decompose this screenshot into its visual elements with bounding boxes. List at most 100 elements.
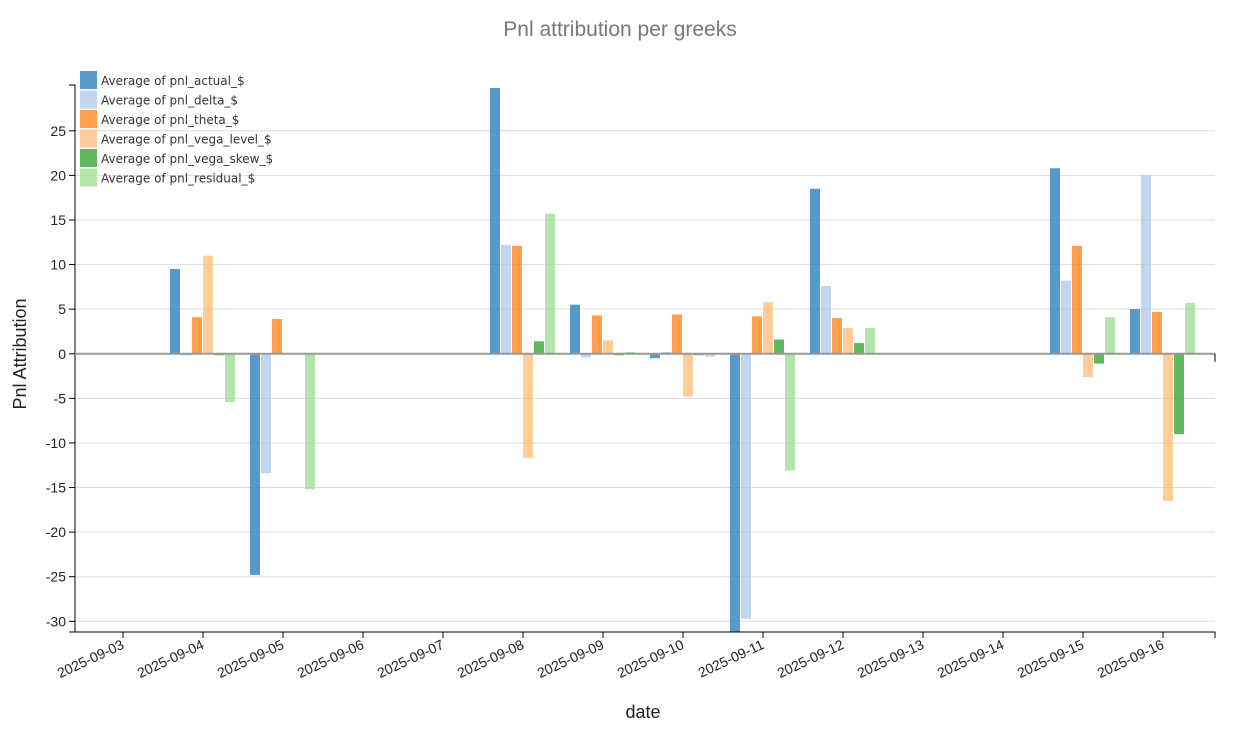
x-tick-label-group: 2025-09-11 <box>696 636 767 680</box>
x-tick-label-group: 2025-09-14 <box>935 636 1007 681</box>
bars <box>90 88 1195 632</box>
x-tick-label: 2025-09-14 <box>935 636 1007 681</box>
x-axis-label: date <box>625 702 660 722</box>
y-tick-label-group: 25 <box>50 123 66 139</box>
bar <box>305 353 315 490</box>
bar <box>570 304 580 354</box>
bar <box>534 341 544 354</box>
y-tick-label-group: -15 <box>46 480 66 496</box>
y-tick-label-group: -5 <box>54 390 67 406</box>
bar <box>650 353 660 359</box>
legend-swatch <box>80 90 97 109</box>
x-tick-label-group: 2025-09-03 <box>55 636 127 681</box>
legend-swatch <box>80 71 97 89</box>
bar <box>832 318 842 354</box>
gridlines <box>75 130 1215 622</box>
legend-label: Average of pnl_vega_skew_$ <box>101 152 273 166</box>
x-tick-label-group: 2025-09-05 <box>215 636 287 681</box>
bar <box>490 88 500 354</box>
y-tick-label: -5 <box>54 390 67 406</box>
y-tick-label-group: 20 <box>50 167 66 183</box>
x-tick-label: 2025-09-04 <box>135 636 207 681</box>
x-tick-label: 2025-09-12 <box>775 636 847 681</box>
legend-label: Average of pnl_delta_$ <box>101 94 238 108</box>
bar <box>1061 280 1071 354</box>
y-tick-label-group: 0 <box>58 346 66 362</box>
x-tick-label: 2025-09-08 <box>455 636 527 681</box>
bar <box>843 327 853 354</box>
legend-label: Average of pnl_actual_$ <box>101 74 245 88</box>
bar <box>683 353 693 397</box>
bar <box>1163 353 1173 501</box>
y-tick-label: 25 <box>50 123 66 139</box>
x-tick-label-group: 2025-09-08 <box>455 636 527 681</box>
bar <box>730 353 740 632</box>
y-tick-label-group: -10 <box>46 435 66 451</box>
bar <box>512 245 522 354</box>
y-tick-label: -15 <box>46 480 66 496</box>
bar <box>250 353 260 575</box>
bar <box>581 353 591 358</box>
bar <box>225 353 235 402</box>
y-tick-label: 10 <box>50 257 66 273</box>
x-tick-label: 2025-09-15 <box>1015 636 1087 681</box>
y-tick-label-group: 10 <box>50 257 66 273</box>
y-tick-label: -10 <box>46 435 66 451</box>
x-tick-label-group: 2025-09-10 <box>615 636 687 681</box>
bar <box>501 244 511 354</box>
y-axis: -30 -25 -20 -15 -10 -5 0 5 10 15 20 25 <box>46 84 76 633</box>
x-tick-label-group: 2025-09-04 <box>135 636 207 681</box>
legend-swatch <box>80 129 97 148</box>
legend-swatch <box>80 110 97 128</box>
x-tick-label-group: 2025-09-13 <box>855 636 927 681</box>
legend-swatch <box>80 149 97 167</box>
y-tick-label: 20 <box>50 167 66 183</box>
y-tick-label-group: 15 <box>50 212 66 228</box>
x-tick-label: 2025-09-16 <box>1095 636 1167 681</box>
x-tick-label-group: 2025-09-09 <box>535 636 607 681</box>
bar <box>810 188 820 354</box>
y-tick-label-group: -30 <box>46 613 66 629</box>
x-tick-label: 2025-09-09 <box>535 636 607 681</box>
bar <box>1105 317 1115 354</box>
bar <box>192 317 202 354</box>
bar <box>763 302 773 354</box>
bar <box>752 316 762 354</box>
y-axis-line <box>69 84 76 633</box>
x-tick-label: 2025-09-11 <box>696 636 767 680</box>
y-tick-label: -25 <box>46 569 66 585</box>
bar <box>741 353 751 619</box>
x-tick-label: 2025-09-10 <box>615 636 687 681</box>
legend-swatch <box>80 168 97 187</box>
bar <box>545 213 555 354</box>
y-tick-label: 15 <box>50 212 66 228</box>
bar <box>1152 311 1162 354</box>
x-tick-label-group: 2025-09-15 <box>1015 636 1087 681</box>
x-tick-label-group: 2025-09-12 <box>775 636 847 681</box>
y-tick-label-group: -25 <box>46 569 66 585</box>
y-tick-label: 0 <box>58 346 66 362</box>
bar <box>1174 353 1184 435</box>
x-tick-label-group: 2025-09-07 <box>375 636 447 681</box>
x-tick-label: 2025-09-13 <box>855 636 927 681</box>
x-tick-label: 2025-09-07 <box>375 636 447 681</box>
y-tick-label-group: 5 <box>58 301 66 317</box>
legend: Average of pnl_actual_$ Average of pnl_de… <box>80 71 273 187</box>
bar <box>1083 353 1093 377</box>
x-axis: 2025-09-03 2025-09-04 2025-09-05 2025-09-06… <box>55 352 1216 681</box>
chart-title: Pnl attribution per greeks <box>503 18 737 41</box>
bar <box>854 343 864 354</box>
y-tick-label: 5 <box>58 301 66 317</box>
legend-label: Average of pnl_theta_$ <box>101 113 239 127</box>
bar <box>865 327 875 354</box>
y-tick-label: -20 <box>46 524 66 540</box>
bar <box>672 314 682 354</box>
x-tick-label: 2025-09-06 <box>295 636 367 681</box>
bar <box>705 353 715 357</box>
y-tick-label-group: -20 <box>46 524 66 540</box>
bar <box>1141 175 1151 354</box>
bar <box>203 255 213 354</box>
bar <box>603 340 613 354</box>
bar <box>785 353 795 471</box>
